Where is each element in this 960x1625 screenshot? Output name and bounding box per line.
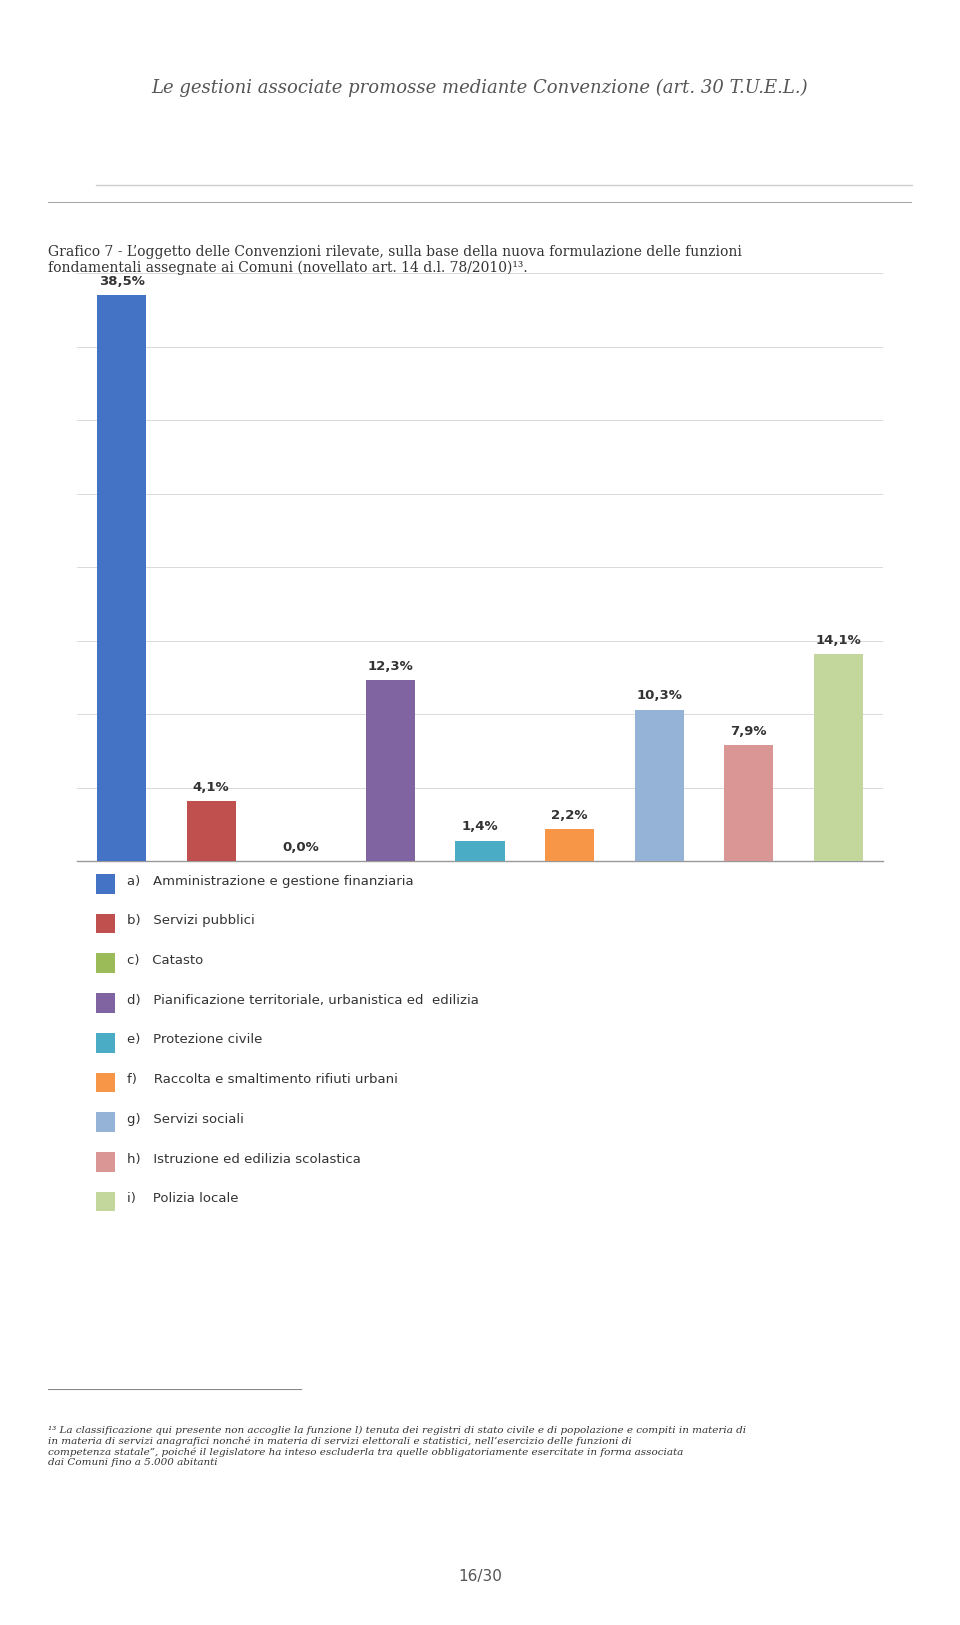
Text: e)   Protezione civile: e) Protezione civile bbox=[127, 1034, 262, 1046]
Text: 7,9%: 7,9% bbox=[731, 725, 767, 738]
Bar bbox=[186, 801, 236, 861]
FancyBboxPatch shape bbox=[96, 954, 115, 973]
Text: 4,1%: 4,1% bbox=[193, 780, 229, 793]
Text: h)   Istruzione ed edilizia scolastica: h) Istruzione ed edilizia scolastica bbox=[127, 1152, 361, 1165]
FancyBboxPatch shape bbox=[96, 913, 115, 933]
Bar bbox=[635, 710, 684, 861]
Text: Le gestioni associate promosse mediante Convenzione (art. 30 T.U.E.L.): Le gestioni associate promosse mediante … bbox=[152, 78, 808, 98]
Text: 38,5%: 38,5% bbox=[99, 275, 145, 288]
Text: f)    Raccolta e smaltimento rifiuti urbani: f) Raccolta e smaltimento rifiuti urbani bbox=[127, 1072, 397, 1086]
FancyBboxPatch shape bbox=[96, 1034, 115, 1053]
Text: 14,1%: 14,1% bbox=[816, 634, 861, 647]
Bar bbox=[455, 840, 505, 861]
Text: c)   Catasto: c) Catasto bbox=[127, 954, 203, 967]
Bar bbox=[814, 653, 863, 861]
Text: 10,3%: 10,3% bbox=[636, 689, 683, 702]
FancyBboxPatch shape bbox=[96, 993, 115, 1012]
Text: g)   Servizi sociali: g) Servizi sociali bbox=[127, 1113, 244, 1126]
Text: 0,0%: 0,0% bbox=[282, 840, 319, 853]
Text: 12,3%: 12,3% bbox=[368, 660, 413, 673]
Text: ¹³ La classificazione qui presente non accoglie la funzione l) tenuta dei regist: ¹³ La classificazione qui presente non a… bbox=[48, 1427, 746, 1467]
Text: 16/30: 16/30 bbox=[458, 1568, 502, 1584]
Bar bbox=[724, 746, 774, 861]
FancyBboxPatch shape bbox=[96, 1191, 115, 1211]
FancyBboxPatch shape bbox=[96, 874, 115, 894]
Text: i)    Polizia locale: i) Polizia locale bbox=[127, 1193, 238, 1206]
Bar bbox=[545, 829, 594, 861]
FancyBboxPatch shape bbox=[96, 1152, 115, 1172]
Bar bbox=[366, 681, 415, 861]
Text: a)   Amministrazione e gestione finanziaria: a) Amministrazione e gestione finanziari… bbox=[127, 874, 414, 887]
Text: d)   Pianificazione territoriale, urbanistica ed  edilizia: d) Pianificazione territoriale, urbanist… bbox=[127, 994, 479, 1008]
Text: 1,4%: 1,4% bbox=[462, 821, 498, 834]
Text: b)   Servizi pubblici: b) Servizi pubblici bbox=[127, 915, 254, 928]
FancyBboxPatch shape bbox=[96, 1112, 115, 1133]
Text: Grafico 7 - L’oggetto delle Convenzioni rilevate, sulla base della nuova formula: Grafico 7 - L’oggetto delle Convenzioni … bbox=[48, 245, 742, 275]
Bar bbox=[97, 296, 146, 861]
FancyBboxPatch shape bbox=[96, 1072, 115, 1092]
Text: 2,2%: 2,2% bbox=[551, 809, 588, 822]
